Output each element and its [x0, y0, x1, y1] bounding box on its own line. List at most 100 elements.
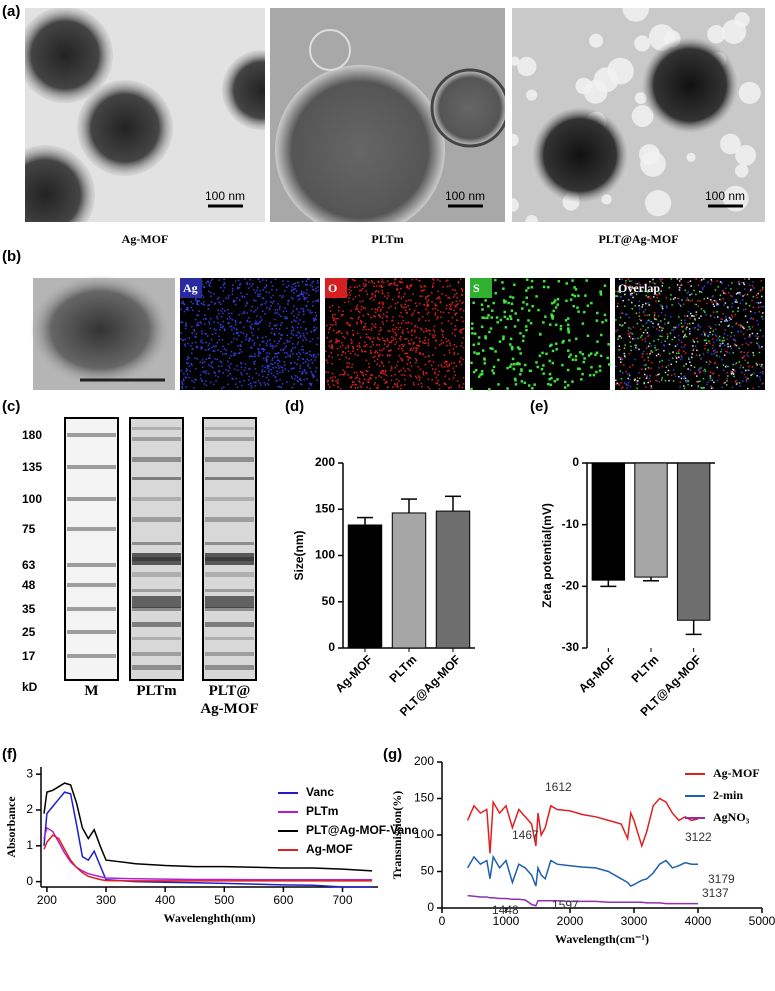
element-dot: [332, 314, 334, 316]
element-dot: [506, 318, 509, 321]
element-dot: [632, 297, 634, 299]
element-dot: [673, 327, 675, 329]
element-dot: [286, 340, 288, 342]
element-dot: [682, 325, 684, 327]
element-dot: [291, 351, 293, 353]
element-dot: [269, 309, 271, 311]
legend-label: Ag-MOF: [713, 766, 760, 780]
element-dot: [212, 334, 214, 336]
element-dot: [293, 367, 295, 369]
element-dot: [183, 373, 185, 375]
element-dot: [630, 337, 632, 339]
element-dot: [428, 356, 430, 358]
element-dot: [434, 371, 436, 373]
element-dot: [622, 386, 624, 388]
element-dot: [713, 330, 715, 332]
element-dot: [685, 363, 687, 365]
element-dot: [621, 325, 623, 327]
element-dot: [670, 332, 672, 334]
element-dot: [376, 290, 378, 292]
element-dot: [648, 368, 650, 370]
element-dot: [372, 294, 374, 296]
element-dot: [225, 369, 227, 371]
element-dot: [184, 304, 186, 306]
element-dot: [307, 284, 309, 286]
element-dot: [541, 352, 544, 355]
element-dot: [447, 297, 449, 299]
element-dot: [408, 340, 410, 342]
element-dot: [750, 289, 752, 291]
element-dot: [455, 306, 457, 308]
element-dot: [238, 353, 240, 355]
element-dot: [293, 383, 295, 385]
element-dot: [647, 357, 649, 359]
element-dot: [710, 375, 712, 377]
element-dot: [677, 351, 679, 353]
membrane-fragment: [735, 164, 749, 178]
element-dot: [246, 373, 248, 375]
element-dot: [330, 324, 332, 326]
element-dot: [693, 348, 695, 350]
element-dot: [457, 303, 459, 305]
element-dot: [259, 294, 261, 296]
element-dot: [232, 293, 234, 295]
tem-image: [0, 7, 302, 245]
element-dot: [422, 354, 424, 356]
element-dot: [632, 364, 634, 366]
element-dot: [638, 372, 640, 374]
element-dot: [736, 301, 738, 303]
element-dot: [341, 354, 343, 356]
element-dot: [313, 289, 315, 291]
element-dot: [220, 327, 222, 329]
element-dot: [313, 354, 315, 356]
element-dot: [294, 362, 296, 364]
element-dot: [629, 336, 631, 338]
element-dot: [270, 297, 272, 299]
element-dot: [713, 342, 715, 344]
element-dot: [381, 350, 383, 352]
element-dot: [389, 330, 391, 332]
element-dot: [294, 347, 296, 349]
element-dot: [306, 378, 308, 380]
element-dot: [291, 330, 293, 332]
element-dot: [345, 347, 347, 349]
element-dot: [268, 379, 270, 381]
element-dot: [291, 376, 293, 378]
element-dot: [720, 281, 722, 283]
element-dot: [445, 361, 447, 363]
element-dot: [352, 350, 354, 352]
element-dot: [437, 279, 439, 281]
element-dot: [396, 365, 398, 367]
element-dot: [195, 342, 197, 344]
element-dot: [688, 291, 690, 293]
element-dot: [411, 279, 413, 281]
element-dot: [577, 310, 580, 313]
element-dot: [363, 346, 365, 348]
element-dot: [204, 383, 206, 385]
element-dot: [758, 336, 760, 338]
element-dot: [762, 287, 764, 289]
element-dot: [235, 280, 237, 282]
element-dot: [391, 379, 393, 381]
element-dot: [219, 301, 221, 303]
element-dot: [388, 330, 390, 332]
element-dot: [192, 348, 194, 350]
element-dot: [624, 305, 626, 307]
element-dot: [460, 357, 462, 359]
element-dot: [332, 324, 334, 326]
element-dot: [724, 354, 726, 356]
element-dot: [326, 360, 328, 362]
element-dot: [393, 324, 395, 326]
element-dot: [271, 373, 273, 375]
element-dot: [357, 322, 359, 324]
element-dot: [398, 292, 400, 294]
element-dot: [659, 335, 661, 337]
element-dot: [297, 380, 299, 382]
element-dot: [582, 322, 585, 325]
element-dot: [690, 313, 692, 315]
element-dot: [739, 361, 741, 363]
element-dot: [400, 388, 402, 390]
element-dot: [355, 387, 357, 389]
element-dot: [398, 348, 400, 350]
element-dot: [449, 363, 451, 365]
